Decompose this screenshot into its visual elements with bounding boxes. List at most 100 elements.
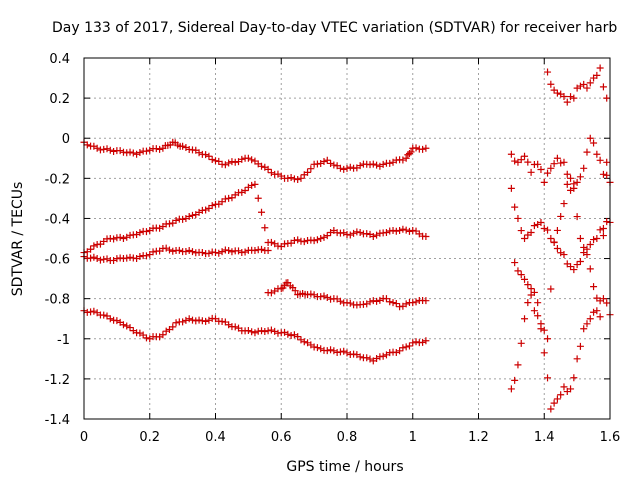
data-point [228,158,236,166]
data-point [93,255,101,263]
data-point [110,147,118,155]
data-point [356,228,364,236]
data-point [113,255,121,263]
data-point [142,334,150,342]
data-point [422,337,430,345]
data-point [576,235,584,242]
data-point [267,289,275,297]
data-point [231,323,239,331]
data-point [188,248,196,256]
data-point [527,228,535,236]
data-point [392,300,400,308]
data-point [320,233,328,241]
data-point [402,343,410,351]
data-point [530,307,538,315]
data-point [156,224,164,232]
data-point [586,134,594,142]
data-point [267,326,275,334]
data-point [202,206,210,214]
data-point [261,224,269,232]
data-point [323,347,331,355]
data-point [185,315,193,323]
data-point [567,385,575,393]
data-point [356,162,364,170]
data-point [87,245,95,253]
grid [84,58,610,419]
data-point [258,162,266,170]
data-point [198,317,206,325]
data-point [202,317,210,325]
y-tick-label: -0.6 [45,253,70,268]
data-point [511,203,519,211]
data-point [208,155,216,163]
data-point [547,235,555,242]
x-tick-label: 1.4 [534,430,555,445]
data-point [103,255,111,263]
tick-labels: 0 0.2 0.4 0.6 0.8 1 1.2 1.4 1.6 -1.4 -1.2 -1 -0.8 -0.… [45,52,621,445]
data-point [560,200,568,208]
data-point [557,159,565,167]
data-point [336,348,344,356]
data-point [307,290,315,298]
data-point [267,238,275,246]
data-point [294,333,302,341]
data-point [422,232,430,240]
data-point [93,144,101,152]
data-point [402,154,410,162]
data-point [195,149,203,157]
data-point [537,218,545,226]
y-tick-label: -0.4 [45,212,70,227]
data-point [392,349,400,357]
data-point [248,156,256,164]
data-point [544,374,552,382]
y-tick-label: -1.4 [45,413,70,428]
data-point [323,156,331,164]
data-point [169,323,177,331]
data-point [116,233,124,241]
y-tick-label: -1.2 [45,373,70,388]
data-point [317,345,325,353]
data-point [297,174,305,182]
data-point [369,297,377,305]
data-point [382,228,390,236]
data-point [540,224,548,232]
data-point [327,346,335,354]
x-tick-label: 1 [409,430,417,445]
data-point [152,145,160,153]
data-point [603,94,611,102]
y-tick-label: 0 [62,132,70,147]
data-point [547,164,555,172]
data-point [540,326,548,334]
data-point [215,249,223,257]
data-points [80,64,614,413]
data-point [244,154,252,162]
data-point [405,149,413,157]
data-point [560,158,568,166]
data-point [586,265,594,273]
data-point [530,222,538,230]
data-point [90,242,98,250]
data-point [405,342,413,350]
data-point [547,80,555,88]
data-point [511,157,519,165]
data-point [231,158,239,166]
data-point [198,249,206,257]
data-point [291,287,299,295]
data-point [570,374,578,382]
data-point [327,159,335,167]
data-point [146,146,154,154]
data-point [313,344,321,352]
data-point [583,320,591,328]
data-point [251,247,259,255]
data-point [514,214,522,222]
data-point [527,168,535,176]
data-point [264,327,272,335]
data-point [590,236,598,244]
data-point [517,156,525,164]
data-point [576,82,584,90]
x-tick-label: 0 [80,430,88,445]
data-point [409,339,417,347]
data-point [570,94,578,102]
data-point [83,141,91,149]
data-point [241,186,249,194]
